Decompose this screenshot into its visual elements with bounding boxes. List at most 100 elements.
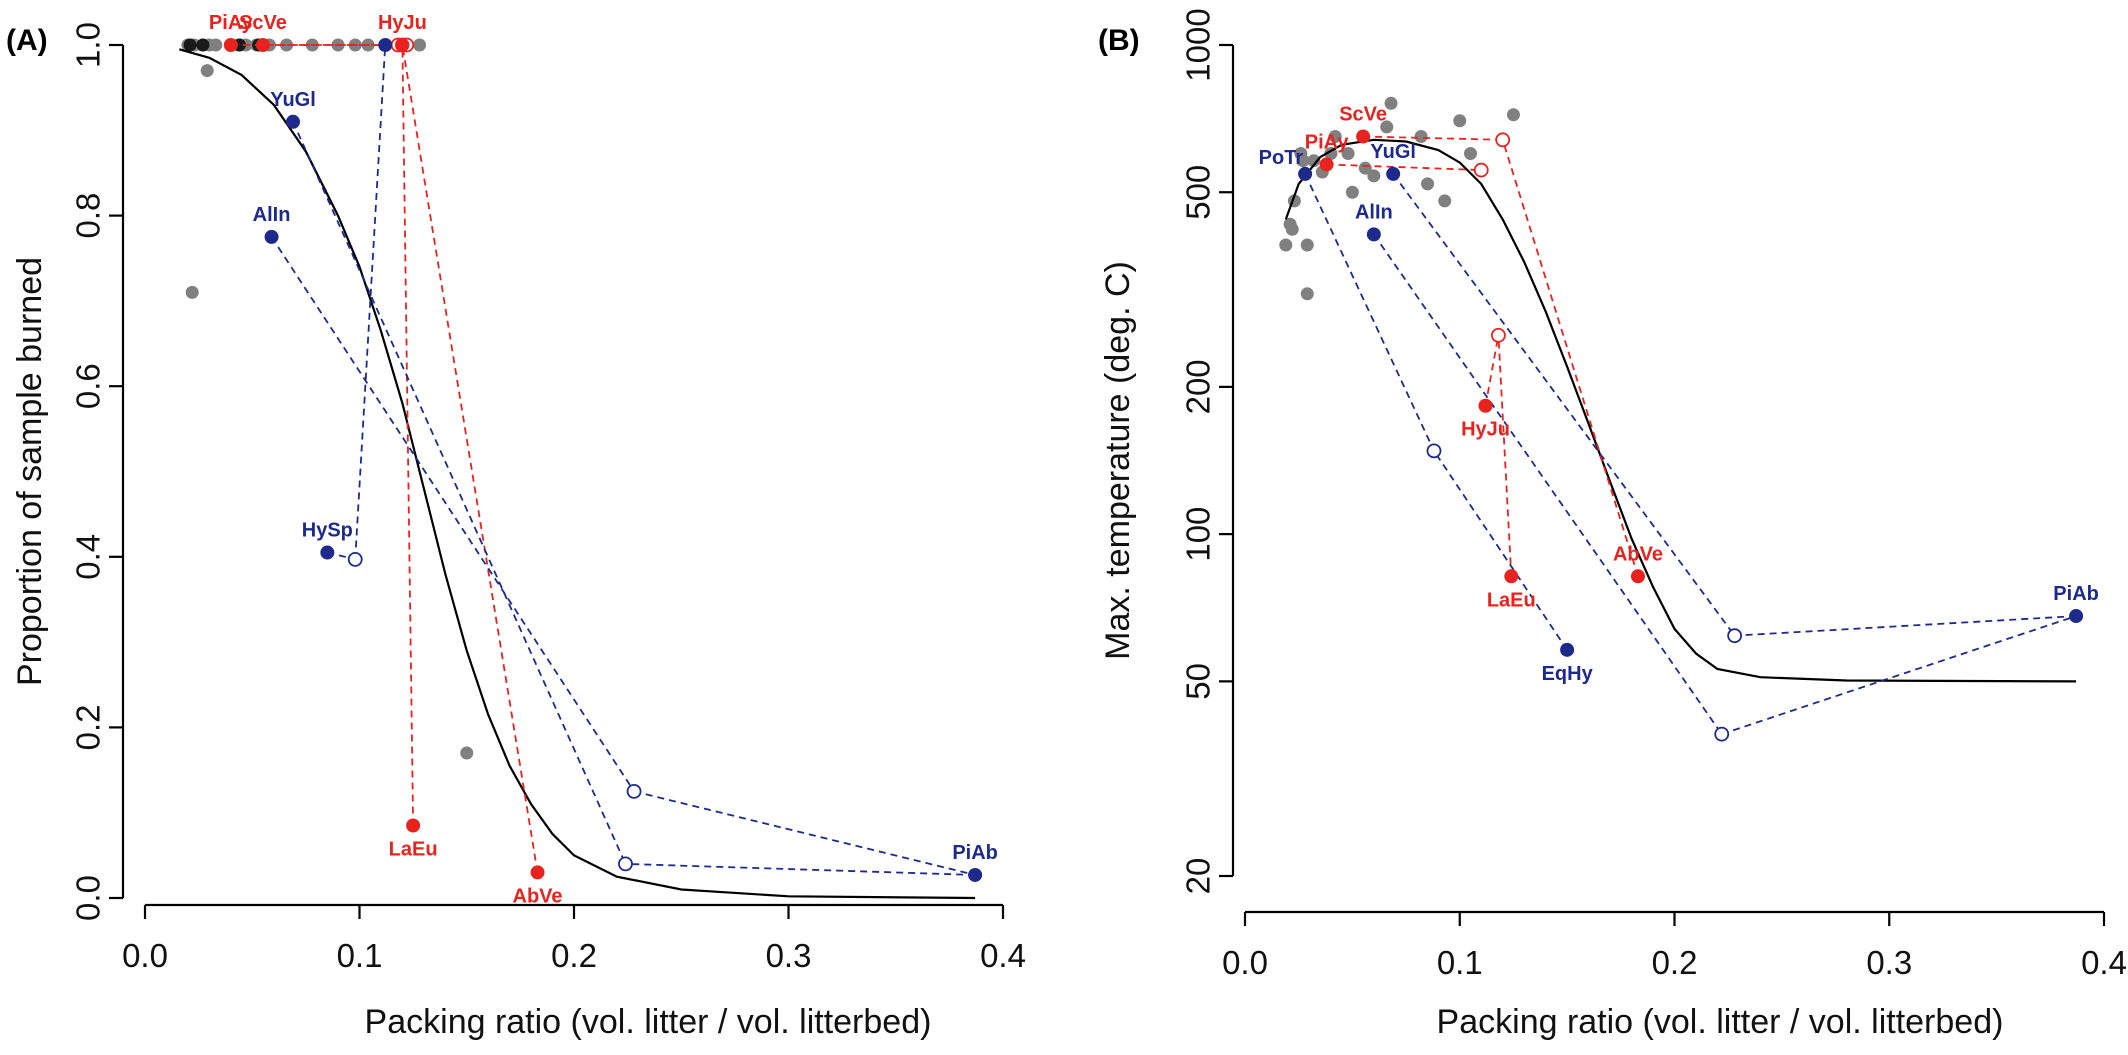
- species-point-alin: [1366, 227, 1381, 242]
- species-link-hyju: [1484, 335, 1500, 406]
- gray-data-point: [413, 38, 427, 52]
- open-point-potr: [1426, 443, 1442, 459]
- species-point-alin: [264, 229, 279, 244]
- gray-data-point: [1296, 154, 1310, 168]
- gray-data-point: [1506, 108, 1520, 122]
- x-tick-label: 0.3: [1866, 944, 1912, 981]
- species-label-potr: PoTr: [1259, 147, 1304, 169]
- species-link-piab: [1734, 615, 2077, 637]
- y-axis-title: Max. temperature (deg. C): [1099, 261, 1137, 660]
- species-link-eqhy: [1433, 450, 1568, 651]
- gray-data-point: [209, 38, 223, 52]
- species-point-yugl: [286, 114, 301, 129]
- y-tick-label: 100: [1180, 507, 1217, 562]
- open-point-alin: [626, 783, 642, 799]
- open-point-yugl: [618, 856, 633, 872]
- species-point-laeu: [1504, 569, 1519, 584]
- gray-data-point: [1328, 130, 1342, 144]
- x-axis: 0.0 0.1 0.2 0.3 0.4 Packing ratio (vol. litte…: [1222, 910, 2127, 1041]
- species-label-abve: AbVe: [1613, 543, 1663, 565]
- gray-data-point: [1367, 169, 1381, 183]
- species-point-hyju: [395, 38, 410, 52]
- species-label-alin: AlIn: [1355, 201, 1393, 223]
- y-axis: 20 50 100 200 500 1000 Max. temperature (deg. …: [1099, 8, 1235, 895]
- black-data-point: [196, 38, 210, 52]
- species-link-piab: [625, 862, 976, 876]
- open-point-scve: [1495, 132, 1511, 148]
- gray-data-point: [1380, 120, 1394, 134]
- species-point-hysp: [320, 545, 335, 560]
- gray-data-point: [280, 38, 294, 52]
- species-point-hyju: [1478, 398, 1493, 413]
- gray-data-point: [1341, 147, 1355, 161]
- x-tick-label: 0.3: [766, 937, 812, 974]
- species-label-hyju: HyJu: [1461, 419, 1510, 441]
- species-label-scve: ScVe: [239, 12, 287, 34]
- gray-data-point: [1414, 130, 1428, 144]
- plot-area: ScVe PiAy HyJu LaEu AbVe PoTr YuGl AlIn EqHy PiAb: [1259, 96, 2099, 742]
- species-point-abve: [1630, 569, 1645, 584]
- species-link-laeu: [1497, 335, 1513, 577]
- panel-label: (A): [6, 24, 48, 57]
- open-point-yugl: [1727, 628, 1743, 644]
- species-label-laeu: LaEu: [1487, 589, 1536, 611]
- species-point-piab: [968, 867, 983, 882]
- gray-data-point: [1438, 194, 1452, 208]
- gray-data-point: [1345, 185, 1359, 199]
- gray-data-point: [1307, 154, 1321, 168]
- x-tick-label: 0.2: [1652, 944, 1698, 981]
- y-tick-label: 1.0: [70, 22, 107, 68]
- species-label-piab: PiAb: [952, 842, 998, 864]
- species-label-piab: PiAb: [2053, 583, 2099, 605]
- species-point-abve: [530, 865, 545, 880]
- fit-curve: [1284, 138, 2077, 683]
- y-tick-label: 0.6: [70, 363, 107, 409]
- fit-curve: [179, 48, 976, 900]
- x-tick-label: 0.2: [551, 937, 597, 974]
- x-tick-label: 0.1: [337, 937, 383, 974]
- species-point-potr: [1298, 166, 1313, 181]
- species-link-yugl: [292, 121, 627, 865]
- species-label-laeu: LaEu: [389, 838, 438, 860]
- y-tick-label: 0.0: [70, 875, 107, 921]
- species-link-alin: [1373, 233, 1723, 735]
- y-axis: 0.0 0.2 0.4 0.6 0.8 1.0 Proportion of sample b…: [11, 22, 125, 921]
- gray-data-point: [1463, 147, 1477, 161]
- species-point-piay: [1319, 157, 1334, 172]
- open-point-piay: [1473, 162, 1489, 178]
- open-point-hysp: [347, 551, 363, 567]
- species-link-yugl: [1392, 173, 1736, 637]
- species-label-abve: AbVe: [513, 885, 563, 907]
- panel-a: (A) 0.0 0.1 0.2 0.3 0.4 Packing ratio (vol. li…: [6, 12, 1026, 1041]
- species-label-alin: AlIn: [253, 204, 291, 226]
- species-point-eqhy: [1560, 642, 1575, 657]
- gray-data-point: [200, 64, 214, 78]
- gray-data-point: [1279, 238, 1293, 252]
- gray-data-point: [1421, 177, 1435, 191]
- gray-data-point: [1384, 96, 1398, 110]
- extra-link: [1721, 615, 2077, 735]
- species-link-laeu: [401, 44, 415, 826]
- species-point-yugl: [1386, 166, 1401, 181]
- x-axis-title: Packing ratio (vol. litter / vol. litter…: [365, 1003, 932, 1041]
- species-label-piay: PiAy: [209, 12, 254, 34]
- y-tick-label: 50: [1180, 663, 1217, 700]
- species-label-eqhy: EqHy: [1542, 663, 1594, 685]
- panel-label: (B): [1098, 24, 1140, 57]
- blue-data-point: [378, 38, 393, 52]
- open-point-alin: [1714, 726, 1730, 742]
- gray-data-point: [185, 285, 199, 299]
- x-axis: 0.0 0.1 0.2 0.3 0.4 Packing ratio (vol. litte…: [122, 903, 1026, 1041]
- species-point-scve: [255, 38, 270, 52]
- y-tick-label: 0.2: [70, 704, 107, 750]
- x-tick-label: 0.0: [1222, 944, 1268, 981]
- gray-data-point: [1285, 222, 1299, 236]
- species-link-abve: [1501, 139, 1639, 577]
- gray-data-point: [460, 746, 474, 760]
- species-point-scve: [1356, 129, 1371, 144]
- y-tick-label: 20: [1180, 858, 1217, 895]
- species-label-scve: ScVe: [1339, 104, 1387, 126]
- y-tick-label: 1000: [1180, 8, 1217, 81]
